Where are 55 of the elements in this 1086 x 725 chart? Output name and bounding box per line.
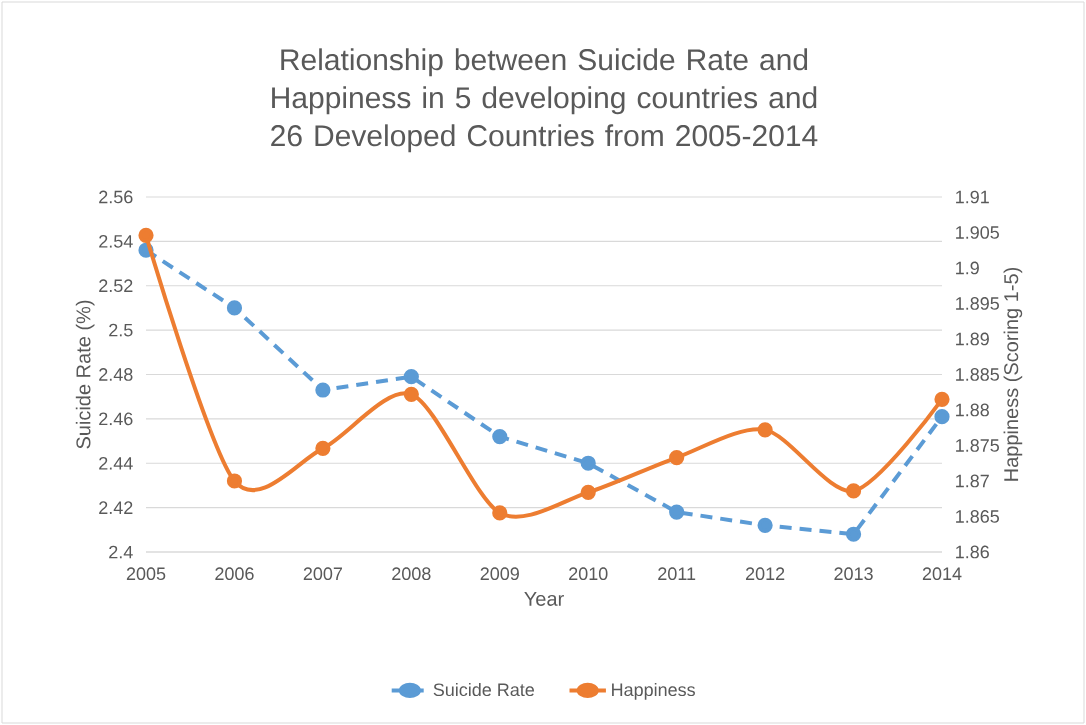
point [138,227,154,243]
y2-tick-label: 1.87 [956,474,989,488]
y-tick-label: 2.42 [99,501,133,514]
y-tick-label: 2.52 [99,279,133,293]
y2-axis-title: Happiness (Scoring 1-5) [1003,267,1023,481]
point [403,386,419,402]
point [669,449,685,466]
y2-tick-label: 1.89 [956,332,989,346]
x-tick-label: 2007 [303,567,343,581]
y-tick-label: 2.46 [99,412,133,426]
y2-tick-label: 1.865 [956,510,999,523]
y-tick-label: 2.4 [109,545,133,559]
point [757,422,773,438]
y2-tick-label: 1.9 [956,261,979,275]
y2-tick-label: 1.91 [956,190,989,204]
point [845,483,862,499]
y-tick-label: 2.54 [99,234,133,248]
y2-tick-label: 1.895 [956,297,999,310]
y-tick-label: 2.48 [99,368,133,381]
y-tick-label: 2.5 [109,323,133,337]
point [315,382,331,398]
chart-title: Relationship between Suicide Rate and Happiness in 5 developing countries and 26 Developed Countries from 2005-2014 [271,48,818,153]
x-tick-label: 2011 [658,567,696,581]
y-tick-label: 2.56 [99,190,133,204]
x-tick-label: 2008 [392,567,431,581]
y-axis-title: Suicide Rate (%) [75,300,95,449]
legend-label: Happiness [612,682,695,700]
point [492,505,508,521]
point [226,300,243,316]
y2-tick-label: 1.875 [956,439,999,452]
point [580,455,596,471]
point [845,526,862,542]
point [669,504,685,520]
x-axis-title: Year [524,591,564,606]
point [757,517,773,533]
point [315,440,331,456]
legend-label: Suicide Rate [433,682,535,697]
point [934,391,950,407]
point [226,473,243,489]
x-tick-label: 2014 [922,567,962,581]
x-tick-label: 2009 [480,567,519,581]
y2-tick-label: 1.88 [956,403,989,417]
x-tick-label: 2010 [569,567,608,581]
point [492,429,508,445]
y2-tick-label: 1.905 [956,226,999,239]
y2-tick-label: 1.885 [956,368,999,381]
x-tick-label: 2013 [834,567,873,581]
point [934,409,950,425]
y2-tick-label: 1.86 [956,545,989,559]
y-tick-label: 2.44 [99,456,133,470]
x-tick-label: 2012 [745,567,785,581]
point [580,484,596,500]
point [403,369,419,385]
x-tick-label: 2006 [215,567,254,581]
x-tick-label: 2005 [126,567,166,581]
